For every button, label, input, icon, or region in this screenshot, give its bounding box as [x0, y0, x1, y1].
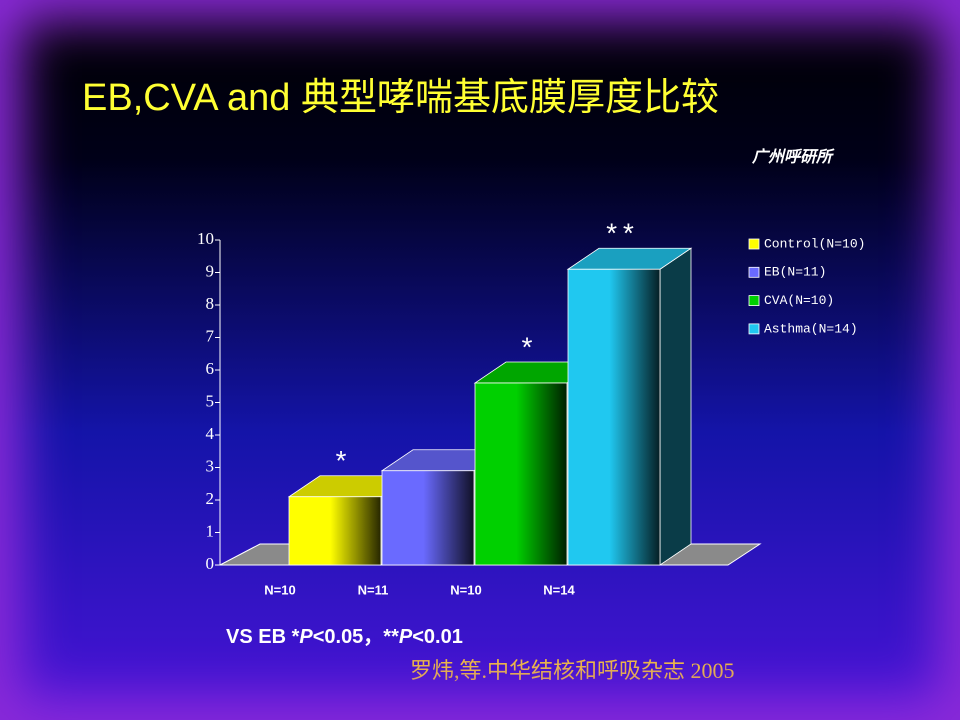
bar: [381, 470, 475, 566]
x-tick-label: N=14: [543, 582, 575, 597]
y-tick-label: 4: [206, 424, 215, 443]
bar-side: [659, 247, 692, 566]
legend-swatch: [748, 238, 760, 250]
bar: [567, 268, 661, 566]
subtitle: 广州呼研所: [751, 148, 835, 166]
legend-label: CVA(N=10): [764, 293, 834, 308]
footnote-part: P: [399, 626, 413, 648]
footnote-part: <0.01: [412, 626, 463, 648]
footnote-part: VS EB *: [226, 626, 300, 648]
annotation: **: [603, 222, 637, 253]
source: 罗炜,等.中华结核和呼吸杂志 2005: [410, 658, 735, 683]
legend-label: EB(N=11): [764, 265, 826, 280]
x-tick-label: N=10: [264, 582, 295, 597]
chart-title: EB,CVA and 典型哮喘基底膜厚度比较: [82, 77, 719, 119]
legend-swatch: [748, 323, 760, 335]
bar: [288, 496, 382, 566]
y-tick-label: 9: [206, 261, 215, 280]
y-tick-label: 10: [197, 229, 214, 248]
y-tick-label: 2: [206, 489, 215, 508]
y-tick-label: 1: [206, 521, 215, 540]
x-tick-label: N=10: [450, 582, 481, 597]
legend-swatch: [748, 266, 760, 278]
legend-swatch: [748, 295, 760, 307]
y-tick-label: 7: [206, 326, 215, 345]
legend-label: Asthma(N=14): [764, 321, 858, 336]
footnote: VS EB *P<0.05，**P<0.01: [226, 626, 463, 648]
x-tick-label: N=11: [358, 582, 389, 597]
legend-label: Control(N=10): [764, 236, 865, 251]
annotation: *: [519, 335, 536, 366]
y-tick-label: 6: [206, 359, 215, 378]
bar: [474, 382, 568, 566]
annotation: *: [333, 449, 350, 480]
y-tick-label: 3: [206, 456, 215, 475]
y-tick-label: 5: [206, 391, 215, 410]
y-tick-label: 8: [206, 294, 215, 313]
footnote-part: P: [299, 626, 313, 648]
footnote-part: <0.05，**: [313, 626, 399, 648]
y-tick-label: 0: [206, 554, 215, 573]
